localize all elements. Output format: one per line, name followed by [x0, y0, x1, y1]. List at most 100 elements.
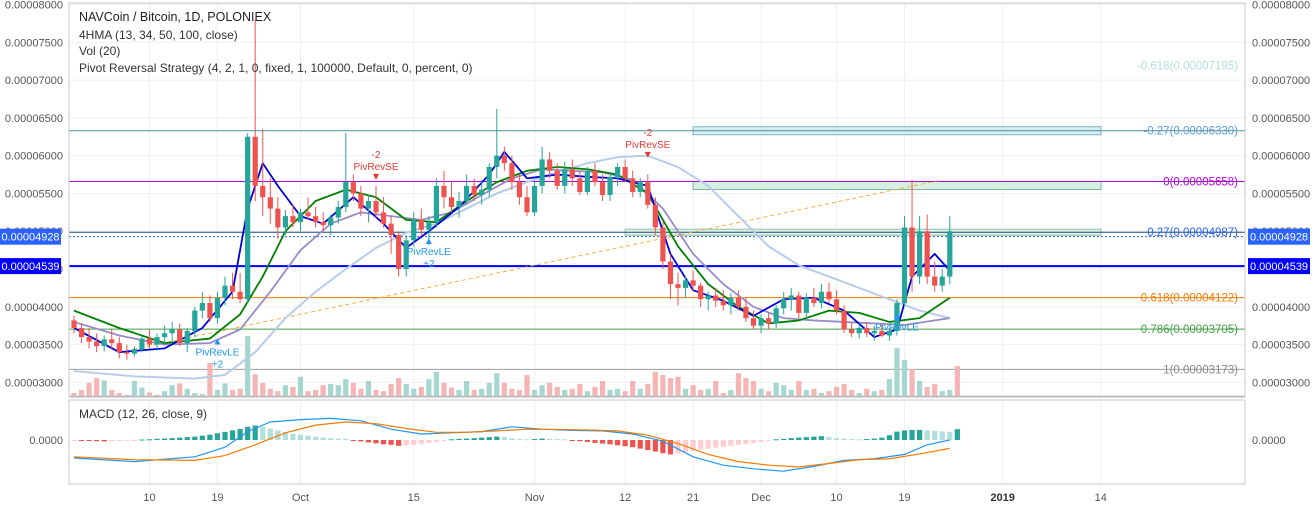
volume-bar: [350, 382, 356, 396]
legend-hma: 4HMA (13, 34, 50, 100, close): [79, 28, 238, 42]
candle-body: [358, 193, 364, 209]
macd-hist-bar: [448, 439, 455, 441]
macd-hist-bar: [811, 436, 817, 440]
macd-hist-bar: [426, 440, 432, 443]
volume-bar: [690, 385, 696, 396]
candle-body: [781, 299, 787, 309]
candle-body: [192, 310, 198, 332]
volume-bar: [192, 393, 198, 396]
candle-body: [162, 333, 168, 338]
volume-bar: [547, 382, 553, 396]
volume-bar: [116, 393, 122, 396]
macd-hist-bar: [637, 440, 643, 449]
volume-bar: [448, 387, 455, 396]
macd-hist-bar: [773, 439, 779, 441]
candle-body: [599, 182, 606, 195]
macd-hist-bar: [547, 438, 553, 440]
volume-bar: [781, 385, 787, 396]
volume-bar: [131, 381, 137, 396]
x-tick-label: 10: [143, 492, 155, 504]
volume-bar: [645, 384, 651, 396]
macd-hist-bar: [358, 440, 364, 442]
macd-hist-bar: [932, 430, 938, 440]
candle-body: [743, 306, 749, 319]
candle-body: [154, 337, 160, 345]
price-tag-left: [0, 258, 61, 275]
macd-hist-bar: [229, 430, 236, 440]
volume-bar: [562, 390, 568, 396]
candle-body: [607, 176, 613, 195]
x-tick-label: 19: [898, 492, 910, 504]
candle-body: [486, 167, 492, 190]
macd-hist-bar: [886, 435, 892, 440]
candle-body: [456, 201, 462, 208]
y-tick-label-left: 0.00003500: [5, 340, 63, 352]
volume-bar: [667, 378, 674, 396]
volume-bar: [78, 390, 85, 396]
candle-body: [267, 197, 273, 209]
legend-vol: Vol (20): [79, 44, 120, 58]
macd-hist-bar: [350, 440, 356, 441]
y-tick-label-left: 0.00007000: [5, 75, 63, 87]
candle-body: [245, 136, 251, 300]
candle-body: [720, 300, 726, 306]
macd-hist-bar: [479, 437, 485, 440]
volume-bar: [124, 394, 130, 396]
volume-bar: [607, 390, 613, 396]
macd-zero-left: 0.0000: [29, 435, 63, 447]
candle-body: [932, 276, 938, 286]
candle-body: [365, 201, 372, 209]
volume-bar: [735, 373, 741, 396]
candle-body: [146, 338, 153, 345]
volume-bar: [373, 390, 379, 396]
volume-bar: [109, 390, 115, 396]
candle-body: [199, 303, 205, 311]
fib-level-label: 0(0.00005658): [1163, 177, 1238, 189]
macd-hist-bar: [531, 439, 538, 441]
price-tag-right-text: 0.00004928: [1250, 232, 1308, 244]
signal-qty: +2: [212, 360, 224, 371]
volume-bar: [630, 381, 636, 396]
volume-bar: [660, 375, 666, 396]
volume-bar: [516, 390, 523, 396]
volume-bar: [894, 348, 900, 396]
macd-hist-bar: [562, 439, 568, 441]
macd-hist-bar: [199, 435, 205, 440]
candle-body: [788, 295, 794, 300]
macd-hist-bar: [766, 440, 772, 442]
candle-body: [411, 219, 417, 241]
macd-hist-bar: [365, 440, 372, 443]
price-tag-left-text: 0.00004928: [1, 232, 59, 244]
signal-arrow: [425, 238, 432, 245]
y-tick-label-left: 0.00006500: [5, 113, 63, 125]
price-tag-right: [1248, 228, 1310, 245]
candle-body: [675, 284, 681, 288]
candle-body: [630, 178, 636, 192]
volume-bar: [803, 390, 809, 396]
y-tick-label-right: 0.00004000: [1252, 302, 1310, 314]
macd-hist-bar: [154, 438, 160, 440]
candle-body: [396, 235, 402, 270]
macd-hist-bar: [260, 426, 266, 440]
macd-hist-bar: [162, 438, 168, 440]
volume-bar: [766, 391, 772, 396]
volume-bar: [818, 393, 825, 396]
candle-body: [441, 185, 447, 198]
x-tick-label: 15: [408, 492, 420, 504]
signal-label: PivRevLE: [195, 348, 239, 359]
candle-body: [131, 349, 137, 354]
candle-body: [94, 341, 100, 347]
volume-bar: [169, 385, 175, 396]
signal-qty: +2: [423, 259, 435, 270]
fib-level-label: 1(0.00003173): [1163, 364, 1238, 376]
macd-hist-bar: [750, 440, 757, 443]
candle-body: [803, 297, 809, 313]
x-tick-label: 10: [830, 492, 842, 504]
candle-body: [501, 155, 507, 164]
candle-body: [577, 178, 583, 192]
candle-body: [403, 240, 409, 270]
candle-body: [826, 291, 832, 300]
volume-bar: [788, 390, 794, 396]
macd-hist-bar: [592, 440, 598, 443]
